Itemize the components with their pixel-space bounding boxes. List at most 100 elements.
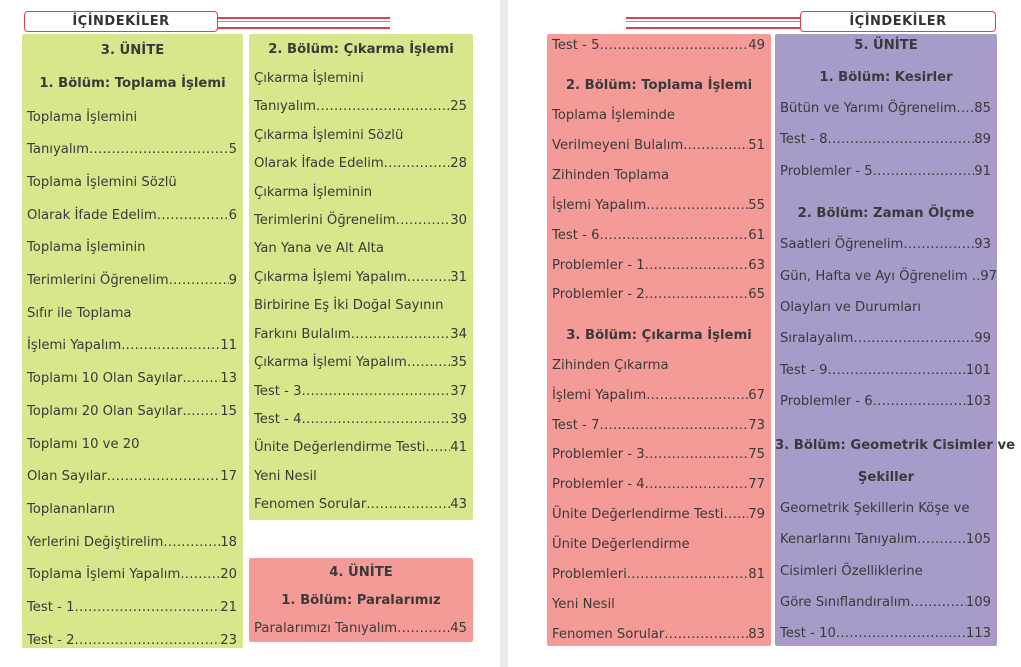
toc-label: Çıkarma İşlemi Yapalım xyxy=(254,355,407,370)
toc-label: İşlemi Yapalım xyxy=(552,198,647,213)
toc-label: Problemler - 6 xyxy=(780,394,873,409)
toc-entry: Problemler - 1 63 xyxy=(547,258,771,273)
unit-4-box: 4. ÜNİTE 1. Bölüm: Paralarımız Paralarımız… xyxy=(249,558,473,642)
toc-label: Verilmeyeni Bulalım xyxy=(552,138,684,153)
dot-leader xyxy=(316,99,450,114)
toc-line: Toplama İşlemini xyxy=(22,110,243,125)
toc-entry: Problemler - 3 75 xyxy=(547,447,771,462)
toc-line: Zihinden Çıkarma xyxy=(547,358,771,373)
toc-label: Terimlerini Öğrenelim xyxy=(254,213,396,228)
toc-entry: Problemler - 5 91 xyxy=(775,164,997,179)
page-number: 49 xyxy=(748,38,765,53)
page-number: 18 xyxy=(220,535,237,550)
toc-entry: Kenarlarını Tanıyalım 105 xyxy=(775,532,997,547)
toc-label: Toplamı 20 Olan Sayılar xyxy=(27,404,183,419)
page-number: 5 xyxy=(228,142,237,157)
section-heading: 4. ÜNİTE xyxy=(329,565,393,580)
toc-entry: Test - 8 89 xyxy=(775,132,997,147)
toc-label: Çıkarma İşlemini xyxy=(254,71,364,86)
contents-tab-left: İÇİNDEKİLER xyxy=(24,11,218,32)
left-page: İÇİNDEKİLER 3. ÜNİTE 1. Bölüm: Toplama İş… xyxy=(0,0,500,667)
dot-leader xyxy=(407,270,450,285)
toc-entry: Ünite Değerlendirme Testi 41 xyxy=(249,440,473,455)
toc-label: Cisimleri Özelliklerine xyxy=(780,564,923,579)
toc-label: Gün, Hafta ve Ayı Öğrenelim .. xyxy=(780,269,981,284)
toc-entry: Farkını Bulalım 34 xyxy=(249,327,473,342)
toc-label: Çıkarma İşleminin xyxy=(254,185,373,200)
toc-label: Test - 4 xyxy=(254,412,302,427)
dot-leader xyxy=(302,412,451,427)
toc-line: Cisimleri Özelliklerine xyxy=(775,564,997,579)
toc-label: Toplama İşlemi Yapalım xyxy=(27,567,181,582)
dot-leader xyxy=(600,418,749,433)
toc-label: Paralarımızı Tanıyalım xyxy=(254,621,398,636)
toc-entry: Göre Sınıflandıralım 109 xyxy=(775,595,997,610)
toc-entry: Paralarımızı Tanıyalım 45 xyxy=(249,621,473,636)
toc-entry: Yerlerini Değiştirelim 18 xyxy=(22,535,243,550)
toc-entry: Fenomen Sorular 83 xyxy=(547,627,771,642)
toc-entry: Olarak İfade Edelim 6 xyxy=(22,208,243,223)
section-heading: 2. Bölüm: Çıkarma İşlemi xyxy=(268,42,454,57)
page-number: 30 xyxy=(450,213,467,228)
dot-leader xyxy=(645,477,749,492)
dot-leader xyxy=(407,355,450,370)
toc-label: Test - 8 xyxy=(780,132,828,147)
dot-leader xyxy=(873,394,966,409)
page-number: 34 xyxy=(450,327,467,342)
toc-label: Bütün ve Yarımı Öğrenelim xyxy=(780,101,957,116)
toc-label: Test - 1 xyxy=(27,600,75,615)
toc-label: Çıkarma İşlemi Yapalım xyxy=(254,270,407,285)
page-number: 105 xyxy=(965,532,991,547)
page-number: 25 xyxy=(450,99,467,114)
dot-leader xyxy=(828,363,966,378)
toc-entry: Toplamı 10 Olan Sayılar 13 xyxy=(22,371,243,386)
toc-entry: İşlemi Yapalım 11 xyxy=(22,338,243,353)
toc-entry: Verilmeyeni Bulalım 51 xyxy=(547,138,771,153)
dot-leader xyxy=(384,156,450,171)
page-number: 43 xyxy=(450,497,467,512)
toc-label: Test - 5 xyxy=(552,38,600,53)
toc-line: Toplama İşleminin xyxy=(22,240,243,255)
dot-leader xyxy=(828,132,975,147)
toc-label: Problemler - 5 xyxy=(780,164,873,179)
unit-4-continued-box: Test - 5 49 2. Bölüm: Toplama İşlemi Toplam… xyxy=(547,34,771,646)
page-number: 89 xyxy=(974,132,991,147)
dot-leader xyxy=(182,404,220,419)
page-number: 15 xyxy=(220,404,237,419)
toc-entry: Terimlerini Öğrenelim 9 xyxy=(22,273,243,288)
page-number: 73 xyxy=(748,418,765,433)
page-number: 65 xyxy=(748,287,765,302)
dot-leader xyxy=(396,213,451,228)
toc-label: Problemler - 4 xyxy=(552,477,645,492)
dot-leader xyxy=(107,469,220,484)
toc-label: Fenomen Sorular xyxy=(254,497,367,512)
toc-entry: Çıkarma İşlemi Yapalım 31 xyxy=(249,270,473,285)
toc-entry: Test - 1 21 xyxy=(22,600,243,615)
unit-5-box: 5. ÜNİTE 1. Bölüm: Kesirler Bütün ve Yarım… xyxy=(775,34,1015,646)
toc-label: Toplama İşleminde xyxy=(552,108,676,123)
toc-entry: Fenomen Sorular 43 xyxy=(249,497,473,512)
toc-line: Sıfır ile Toplama xyxy=(22,306,243,321)
page-number: 63 xyxy=(748,258,765,273)
section-heading: 5. ÜNİTE xyxy=(854,38,918,53)
page-number: 51 xyxy=(748,138,765,153)
toc-label: Yerlerini Değiştirelim xyxy=(27,535,164,550)
toc-label: Test - 9 xyxy=(780,363,828,378)
dot-leader xyxy=(645,287,749,302)
toc-line: Yeni Nesil xyxy=(547,597,771,612)
page-number: 91 xyxy=(974,164,991,179)
page-number: 93 xyxy=(974,237,991,252)
dot-leader xyxy=(646,198,748,213)
toc-label: Ünite Değerlendirme xyxy=(552,537,690,552)
toc-label: Sıralayalım xyxy=(780,331,854,346)
toc-label: Sıfır ile Toplama xyxy=(27,306,132,321)
dot-leader xyxy=(351,327,451,342)
toc-entry: Problemleri 81 xyxy=(547,567,771,582)
toc-label: Yan Yana ve Alt Alta xyxy=(254,241,384,256)
dot-leader xyxy=(645,447,749,462)
toc-label: Ünite Değerlendirme Testi xyxy=(552,507,724,522)
toc-entry: Test - 3 37 xyxy=(249,384,473,399)
section-heading: 3. ÜNİTE xyxy=(100,43,165,58)
toc-entry: Ünite Değerlendirme Testi 79 xyxy=(547,507,771,522)
dot-leader xyxy=(600,38,749,53)
